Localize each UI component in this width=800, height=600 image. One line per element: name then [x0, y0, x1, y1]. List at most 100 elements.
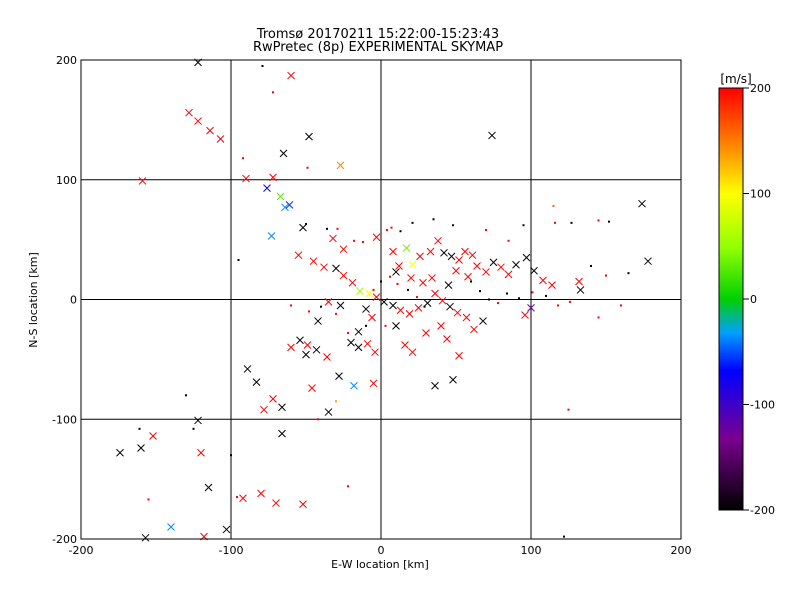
data-point-x [638, 199, 646, 208]
data-point-x [299, 223, 307, 232]
data-point-x [194, 416, 202, 425]
data-point-dot [384, 324, 387, 327]
colorbar-label: [m/s] [720, 72, 751, 86]
data-point-x [530, 266, 538, 275]
data-point-x [539, 276, 547, 285]
data-point-dot [506, 292, 508, 295]
data-point-x [276, 192, 285, 201]
colorbar-tick-label: -100 [750, 399, 775, 412]
data-point-x [462, 313, 471, 322]
data-point-dot [605, 274, 607, 277]
data-point-x [141, 533, 150, 542]
data-point-x [414, 304, 423, 312]
x-axis-label: E-W location [km] [331, 558, 429, 571]
data-point-dot [423, 305, 426, 308]
data-point-dot [380, 280, 382, 283]
data-point-x [206, 126, 214, 135]
data-point-dot [497, 302, 499, 305]
data-point-x [504, 270, 513, 279]
data-point-x [222, 525, 231, 534]
data-point-dot [290, 304, 292, 307]
data-point-x [468, 251, 477, 260]
data-point-dot [320, 305, 322, 308]
data-point-x [303, 341, 312, 349]
data-point-dot [308, 310, 310, 313]
data-point-x [302, 350, 310, 359]
data-point-dot [557, 304, 559, 307]
data-point-dot [335, 400, 337, 403]
data-point-x [522, 253, 531, 262]
data-point-x [320, 263, 328, 272]
data-point-x [239, 494, 247, 503]
data-point-x [449, 375, 457, 384]
data-point-x [372, 233, 381, 242]
data-point-x [464, 272, 472, 281]
data-point-x [437, 321, 445, 330]
data-point-dot [531, 291, 534, 294]
data-point-x [294, 251, 303, 260]
data-point-dot [192, 427, 195, 430]
data-point-x [443, 335, 451, 343]
data-point-x [308, 384, 316, 392]
x-tick-label: -200 [69, 544, 94, 557]
data-point-x [197, 448, 205, 457]
data-point-x [401, 341, 409, 349]
x-tick-label: 0 [378, 544, 385, 557]
data-point-x [299, 500, 307, 509]
data-point-x [287, 71, 295, 80]
data-point-dot [608, 220, 610, 223]
data-point-x [434, 236, 442, 245]
data-point-dot [479, 290, 481, 293]
colorbar [718, 87, 744, 511]
data-point-x [257, 489, 265, 498]
data-point-dot [336, 227, 339, 230]
data-point-x [185, 108, 193, 117]
colorbar-tick-labels: 200 100 0 -100 -200 [743, 82, 775, 517]
data-point-x [446, 302, 454, 311]
data-point-x [452, 266, 460, 275]
data-point-x [347, 338, 355, 347]
data-point-x [167, 523, 175, 531]
data-point-dot [389, 275, 391, 278]
data-point-x [329, 234, 337, 243]
data-point-x [267, 232, 276, 240]
data-point-dot [365, 324, 367, 327]
data-point-dot [362, 241, 364, 244]
data-point-x [426, 247, 435, 256]
colorbar-tick-label: -200 [750, 504, 775, 517]
data-point-x [371, 348, 379, 357]
data-point-dot [306, 166, 309, 169]
data-point-dot [147, 498, 150, 501]
data-point-x [419, 278, 427, 287]
data-point-x [408, 348, 417, 357]
data-point-dot [545, 294, 547, 297]
data-point-dot [470, 280, 472, 283]
data-point-x [339, 271, 348, 280]
data-point-x [332, 264, 340, 273]
data-point-x [369, 379, 378, 388]
data-point-x [576, 286, 585, 294]
data-point-x [438, 296, 447, 305]
data-point-x [521, 311, 529, 319]
data-point-dot [390, 226, 393, 229]
data-point-x [575, 277, 583, 286]
data-point-x [324, 298, 333, 306]
data-point-x [380, 298, 388, 306]
data-point-dot [597, 316, 600, 319]
data-point-x [324, 408, 333, 416]
data-point-dot [488, 298, 490, 301]
data-point-x [447, 252, 456, 261]
data-point-x [512, 260, 520, 269]
x-tick-labels: -200 -100 0 100 200 [69, 544, 692, 557]
data-point-x [305, 132, 313, 141]
data-point-dot [507, 239, 510, 242]
data-point-dot [242, 157, 244, 160]
data-point-x [260, 405, 268, 414]
data-point-x [281, 203, 289, 212]
y-axis-label: N-S location [km] [27, 252, 40, 348]
data-point-x [204, 483, 213, 492]
data-point-x [356, 287, 364, 295]
data-point-x [527, 304, 535, 312]
data-point-x [644, 257, 652, 266]
